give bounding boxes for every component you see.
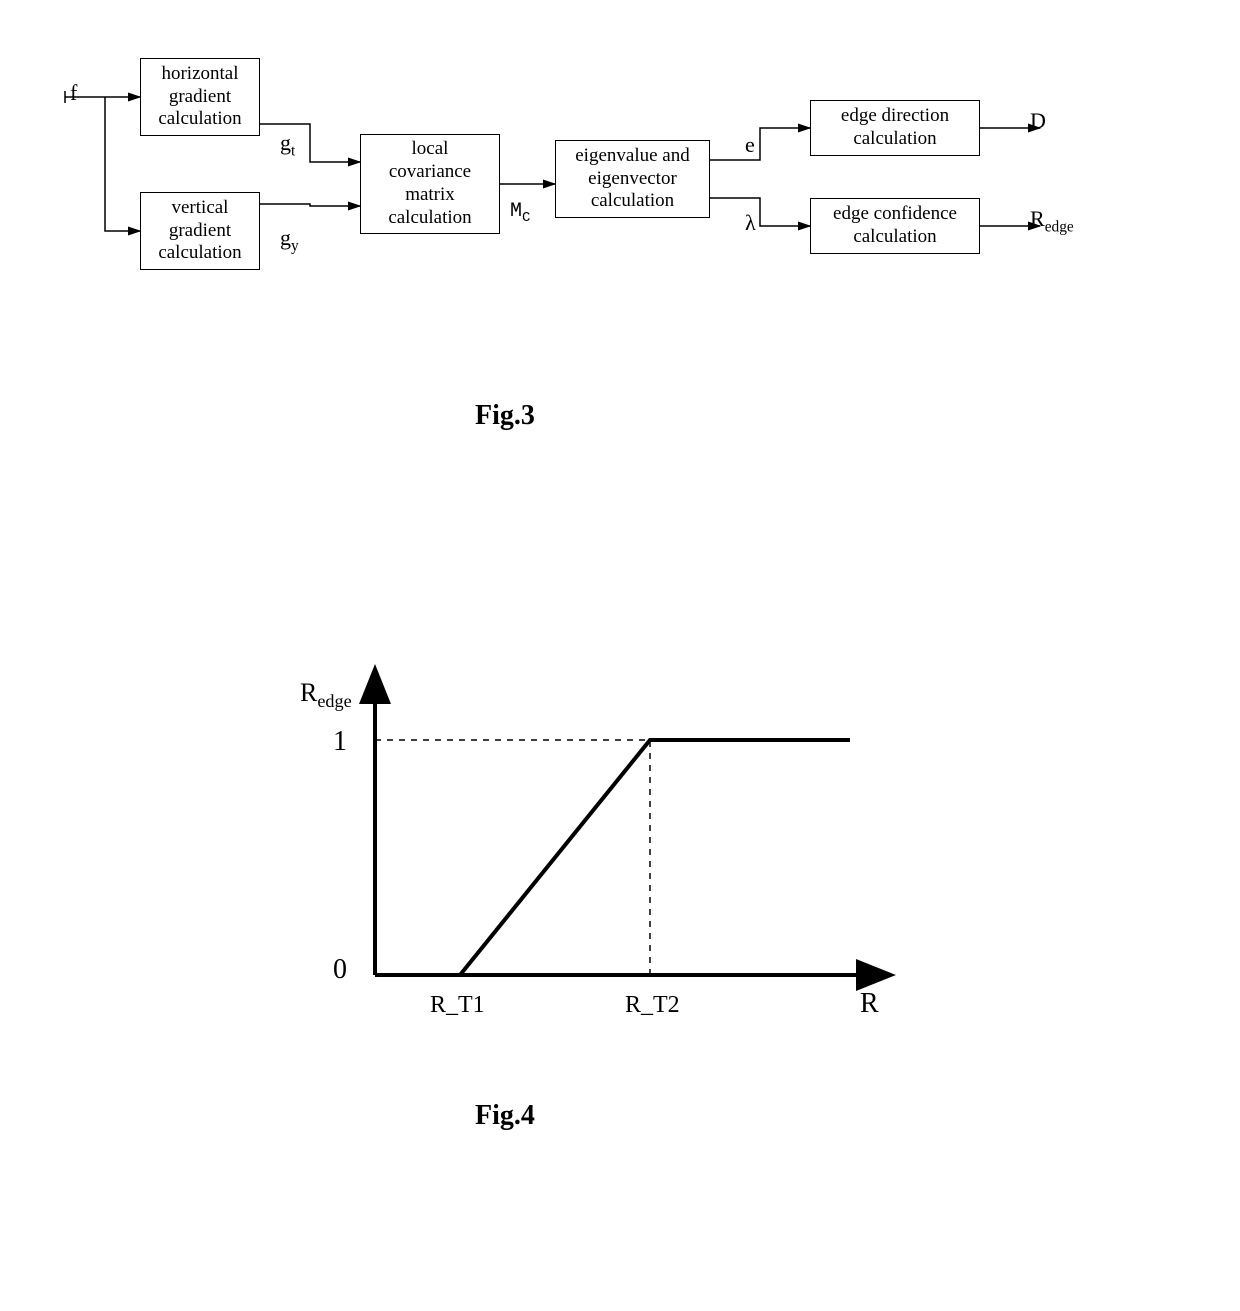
box-covariance: local covariance matrix calculation xyxy=(360,134,500,234)
box-horizontal-gradient: horizontal gradient calculation xyxy=(140,58,260,136)
box-edge-direction: edge direction calculation xyxy=(810,100,980,156)
label-e: e xyxy=(745,132,755,158)
x-tick-rt1: R_T1 xyxy=(430,992,485,1019)
label-gt: gt xyxy=(280,130,295,160)
y-tick-1: 1 xyxy=(333,726,347,758)
x-axis-label: R xyxy=(860,988,879,1020)
label-gy: gy xyxy=(280,225,299,255)
box-edge-confidence: edge confidence calculation xyxy=(810,198,980,254)
box-vertical-gradient: vertical gradient calculation xyxy=(140,192,260,270)
fig3-caption: Fig.3 xyxy=(475,400,535,432)
label-Redge: Redge xyxy=(1030,206,1074,236)
label-mc: MC xyxy=(510,200,530,226)
x-tick-rt2: R_T2 xyxy=(625,992,680,1019)
box-eigen: eigenvalue and eigenvector calculation xyxy=(555,140,710,218)
input-f-label: f xyxy=(70,80,77,106)
fig4-caption: Fig.4 xyxy=(475,1100,535,1132)
y-axis-label: Redge xyxy=(300,678,352,712)
y-tick-0: 0 xyxy=(333,954,347,986)
label-D: D xyxy=(1030,108,1046,134)
label-lambda: λ xyxy=(745,210,756,236)
